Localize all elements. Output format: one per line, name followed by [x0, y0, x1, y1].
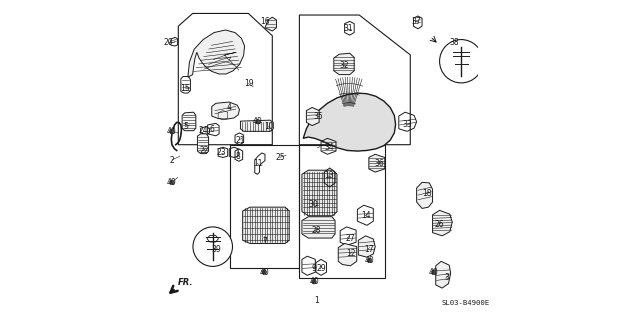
Text: 27: 27	[345, 234, 355, 243]
Text: 11: 11	[254, 159, 262, 168]
Circle shape	[311, 279, 316, 284]
Polygon shape	[369, 154, 385, 172]
Text: 14: 14	[361, 211, 371, 220]
Text: 3: 3	[444, 273, 449, 282]
Circle shape	[169, 180, 174, 185]
Text: 18: 18	[422, 189, 432, 198]
Text: 25: 25	[275, 153, 285, 162]
Polygon shape	[303, 93, 396, 151]
Polygon shape	[265, 17, 276, 31]
Circle shape	[193, 227, 233, 267]
Text: 36: 36	[374, 159, 384, 168]
Polygon shape	[302, 217, 335, 238]
Text: 26: 26	[435, 220, 445, 229]
Circle shape	[368, 258, 372, 263]
Text: 1: 1	[315, 296, 319, 305]
Text: 2: 2	[169, 156, 175, 164]
Polygon shape	[182, 112, 196, 131]
Text: 40: 40	[167, 127, 177, 136]
Text: 23: 23	[217, 148, 226, 157]
Text: 15: 15	[180, 84, 190, 93]
Text: 20: 20	[164, 38, 173, 47]
Text: 34: 34	[324, 143, 334, 152]
Text: 40: 40	[259, 268, 269, 277]
Text: 13: 13	[324, 172, 334, 180]
Text: 39: 39	[211, 245, 221, 254]
Text: 17: 17	[364, 245, 374, 254]
Polygon shape	[359, 236, 375, 257]
Polygon shape	[338, 244, 357, 266]
Text: 40: 40	[309, 277, 319, 286]
Text: 32: 32	[339, 60, 349, 69]
Text: 33: 33	[403, 120, 413, 130]
Text: 5: 5	[183, 122, 188, 131]
Text: 40: 40	[429, 268, 439, 277]
Text: 8: 8	[236, 152, 241, 161]
Polygon shape	[197, 134, 208, 154]
Polygon shape	[433, 210, 452, 236]
Polygon shape	[240, 120, 273, 131]
Text: 19: 19	[244, 79, 254, 88]
Text: 6: 6	[210, 125, 214, 134]
Text: 28: 28	[311, 226, 320, 235]
Text: FR.: FR.	[178, 278, 193, 287]
Text: 40: 40	[364, 256, 375, 265]
Polygon shape	[436, 261, 451, 288]
Text: SL03-B4900E: SL03-B4900E	[441, 300, 489, 306]
Text: 40: 40	[167, 178, 177, 187]
Text: 37: 37	[411, 17, 421, 26]
Text: 7: 7	[262, 237, 267, 246]
Circle shape	[255, 120, 260, 124]
Circle shape	[440, 40, 483, 83]
Circle shape	[262, 270, 266, 274]
Polygon shape	[188, 30, 245, 77]
Text: 21: 21	[235, 136, 245, 145]
Polygon shape	[302, 170, 337, 216]
Text: 40: 40	[253, 117, 263, 126]
Text: 31: 31	[343, 24, 353, 33]
Text: 12: 12	[347, 250, 355, 259]
Polygon shape	[417, 182, 433, 208]
Polygon shape	[243, 207, 289, 244]
Text: 24: 24	[199, 126, 208, 135]
Text: 29: 29	[316, 264, 326, 274]
Text: 9: 9	[311, 264, 317, 273]
Polygon shape	[306, 108, 319, 125]
Text: 4: 4	[227, 103, 232, 112]
Circle shape	[432, 270, 436, 274]
Text: 16: 16	[260, 17, 270, 26]
Polygon shape	[334, 53, 354, 75]
Circle shape	[169, 129, 174, 133]
Text: 30: 30	[308, 200, 318, 209]
Polygon shape	[211, 102, 240, 119]
Text: 35: 35	[313, 112, 323, 121]
Text: 38: 38	[449, 38, 459, 47]
Text: 10: 10	[264, 122, 274, 131]
Text: 22: 22	[199, 146, 208, 155]
